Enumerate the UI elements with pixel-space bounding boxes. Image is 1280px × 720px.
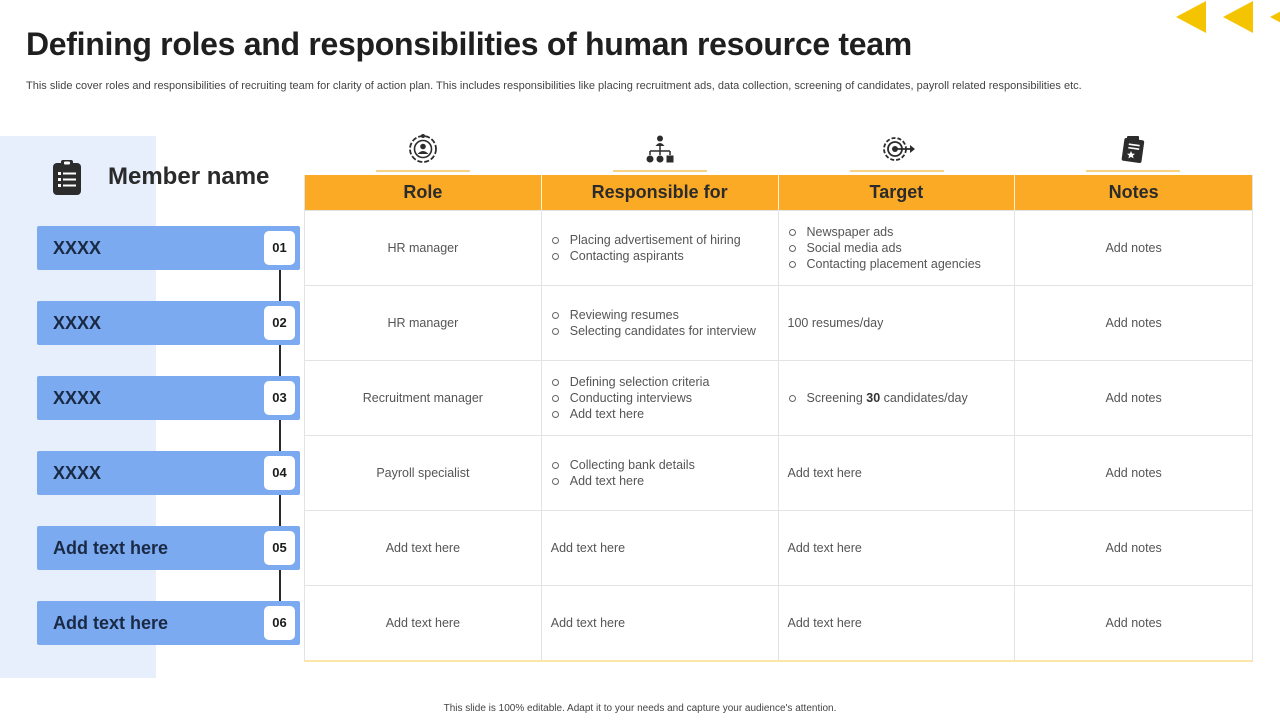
member-item-number: 05 [264,531,295,565]
target-number: 30 [866,391,881,405]
responsible-cell: Reviewing resumes Selecting candidates f… [542,286,779,360]
target-cell: Add text here [779,586,1016,660]
chevron-left-icon [1223,1,1253,33]
member-item-number: 02 [264,306,295,340]
icon-underline [850,170,944,172]
table-row: HR manager Placing advertisement of hiri… [305,210,1252,285]
org-chart-icon [646,135,674,163]
clipboard-list-icon [53,160,81,195]
notes-cell[interactable]: Add notes [1105,241,1162,255]
role-column-icon [376,134,470,172]
list-item: Add text here [551,406,710,422]
icon-underline [376,170,470,172]
table-header: Role Responsible for Target Notes [305,175,1252,210]
target-prefix: Screening [806,391,867,405]
target-cell: Screening 30 candidates/day [779,361,1016,435]
list-item: Defining selection criteria [551,374,709,390]
target-icon [883,137,915,161]
role-cell: Add text here [305,511,542,585]
list-item: Conducting interviews [551,390,710,406]
member-item[interactable]: XXXX 01 [37,226,300,270]
member-item[interactable]: Add text here 05 [37,526,300,570]
member-item[interactable]: XXXX 02 [37,301,300,345]
role-cell: Payroll specialist [305,436,542,510]
responsible-cell: Add text here [542,511,779,585]
column-header-target: Target [779,175,1016,210]
notes-cell[interactable]: Add notes [1105,616,1162,630]
member-item[interactable]: Add text here 06 [37,601,300,645]
notes-column-icon [1086,134,1180,172]
notes-cell[interactable]: Add notes [1105,466,1162,480]
target-cell: 100 resumes/day [779,286,1016,360]
member-item-number: 01 [264,231,295,265]
user-settings-icon [409,134,437,163]
chevron-left-icon [1176,1,1206,33]
page-title: Defining roles and responsibilities of h… [26,26,912,62]
page-subtitle: This slide cover roles and responsibilit… [26,80,1082,92]
decorative-chevrons [1150,0,1280,36]
target-cell: Newspaper ads Social media ads Contactin… [779,211,1016,285]
role-cell: HR manager [305,211,542,285]
target-cell: Add text here [779,511,1016,585]
member-item-label: XXXX [53,388,102,408]
table-row: HR manager Reviewing resumes Selecting c… [305,285,1252,360]
icon-underline [613,170,707,172]
member-item[interactable]: XXXX 04 [37,451,300,495]
list-item: Contacting aspirants [551,248,741,264]
table-row: Add text here Add text here Add text her… [305,510,1252,585]
list-item: Contacting placement agencies [788,256,981,272]
target-cell: Add text here [779,436,1016,510]
responsible-cell: Defining selection criteria Conducting i… [542,361,779,435]
table-row: Recruitment manager Defining selection c… [305,360,1252,435]
notes-cell[interactable]: Add notes [1105,391,1162,405]
member-item-label: XXXX [53,238,102,258]
table-row: Add text here Add text here Add text her… [305,585,1252,660]
member-item[interactable]: XXXX 03 [37,376,300,420]
member-heading: Member name [108,163,270,190]
list-item: Collecting bank details [551,457,695,473]
notes-star-icon [1121,136,1145,164]
role-cell: HR manager [305,286,542,360]
column-header-responsible: Responsible for [542,175,779,210]
list-item: Selecting candidates for interview [551,323,756,339]
icon-underline [1086,170,1180,172]
member-item-number: 04 [264,456,295,490]
roles-table: Role Responsible for Target Notes HR man… [304,175,1253,662]
notes-cell[interactable]: Add notes [1105,316,1162,330]
member-item-label: Add text here [53,538,169,558]
member-item-label: Add text here [53,613,169,633]
target-suffix: candidates/day [880,391,968,405]
timeline-connector [279,248,281,623]
column-header-role: Role [305,175,542,210]
member-item-label: XXXX [53,313,102,333]
responsible-cell: Collecting bank details Add text here [542,436,779,510]
list-item: Newspaper ads [788,224,981,240]
list-item: Placing advertisement of hiring [551,232,741,248]
role-cell: Add text here [305,586,542,660]
list-item: Add text here [551,473,695,489]
list-item: Social media ads [788,240,981,256]
member-header: Member name [52,158,269,198]
list-item: Screening 30 candidates/day [788,390,968,406]
responsible-column-icon [613,134,707,172]
column-header-notes: Notes [1108,182,1159,202]
responsible-cell: Add text here [542,586,779,660]
target-column-icon [850,134,944,172]
notes-cell[interactable]: Add notes [1105,541,1162,555]
role-cell: Recruitment manager [305,361,542,435]
member-item-label: XXXX [53,463,102,483]
chevron-left-icon [1270,1,1280,33]
responsible-cell: Placing advertisement of hiring Contacti… [542,211,779,285]
member-item-number: 06 [264,606,295,640]
member-item-number: 03 [264,381,295,415]
list-item: Reviewing resumes [551,307,756,323]
footer-note: This slide is 100% editable. Adapt it to… [443,703,837,714]
table-row: Payroll specialist Collecting bank detai… [305,435,1252,510]
